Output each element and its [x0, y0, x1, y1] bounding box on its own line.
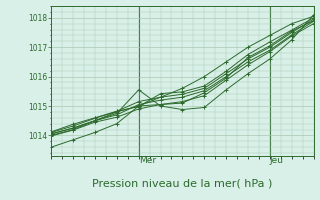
- Text: Pression niveau de la mer( hPa ): Pression niveau de la mer( hPa ): [92, 179, 273, 188]
- Text: Mer: Mer: [139, 156, 156, 165]
- Text: Jeu: Jeu: [270, 156, 284, 165]
